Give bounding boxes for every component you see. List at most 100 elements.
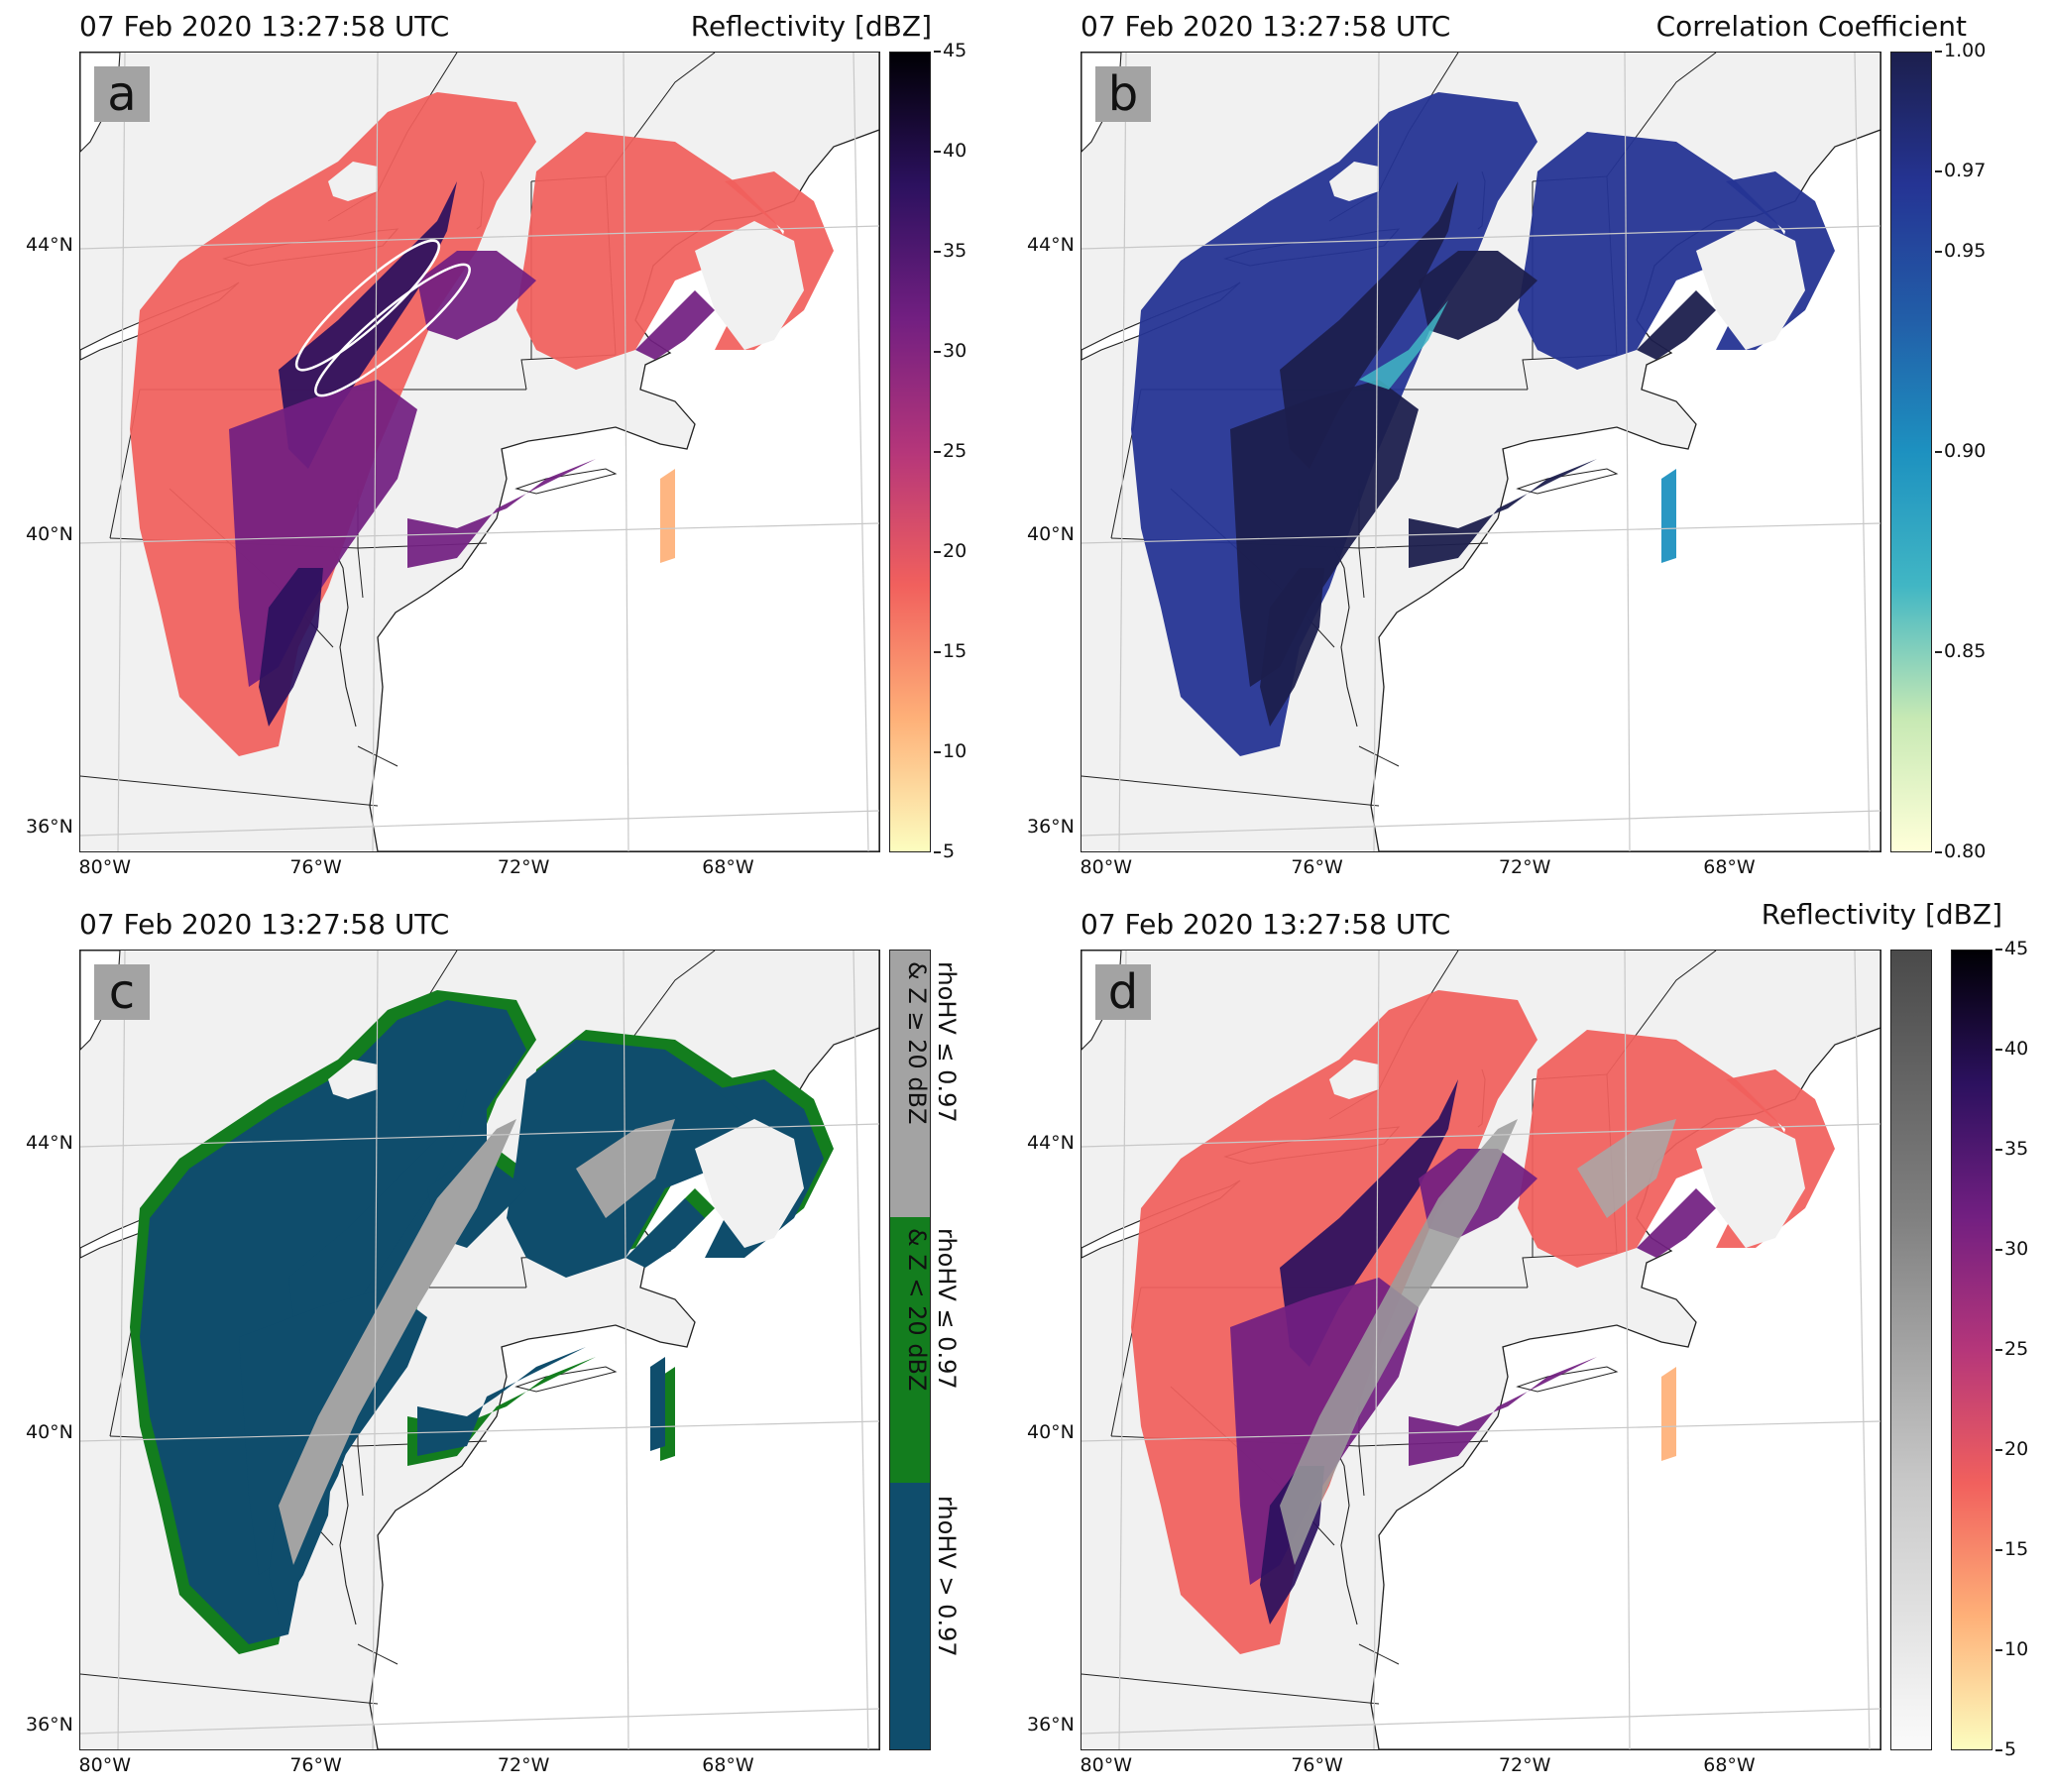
- colorbar-tick-label: 0.90: [1934, 440, 1987, 462]
- latitude-label: 36°N: [1027, 1714, 1075, 1736]
- category-label: rhoHV > 0.97: [933, 1495, 961, 1657]
- longitude-label: 80°W: [1080, 856, 1133, 878]
- longitude-gridline: [1854, 53, 1871, 851]
- latitude-label: 44°N: [26, 1131, 73, 1154]
- reflectivity-echo: [407, 459, 596, 568]
- state-border: [1358, 745, 1400, 767]
- state-border: [80, 1673, 379, 1705]
- category-low-rhohv-high-z: [576, 1119, 675, 1218]
- state-border: [80, 775, 379, 807]
- masked-low-rhohv: [1577, 1119, 1676, 1218]
- longitude-gridline: [623, 53, 629, 851]
- latitude-label: 36°N: [26, 816, 73, 839]
- colorbar-tick-label: 15: [1994, 1538, 2029, 1560]
- longitude-gridline: [853, 53, 869, 851]
- colorbar-tick-label: 20: [933, 540, 968, 562]
- latitude-gridline: [80, 1420, 879, 1442]
- colorbar-tick-label: 5: [1994, 1738, 2017, 1760]
- latitude-label: 44°N: [1027, 1131, 1075, 1154]
- latitude-gridline: [1081, 1420, 1880, 1442]
- correlation-echo: [1637, 290, 1716, 360]
- chesapeake-bay: [332, 547, 357, 728]
- low-correlation-band: [1359, 280, 1458, 390]
- reflectivity-echo: [259, 568, 323, 727]
- colorbar-tick-label: 35: [933, 240, 968, 262]
- chesapeake-bay: [1333, 547, 1358, 728]
- timestamp: 07 Feb 2020 13:27:58 UTC: [79, 908, 450, 941]
- radar-map-d[interactable]: d: [1081, 950, 1881, 1750]
- echo-gap: [1696, 221, 1805, 350]
- highlight-ellipse: [294, 239, 441, 372]
- longitude-gridline: [117, 53, 126, 851]
- radar-map-a[interactable]: a: [79, 52, 880, 852]
- colorbar-gray: [1890, 950, 1932, 1750]
- panel-title: Correlation Coefficient: [1655, 10, 1967, 43]
- longitude-gridline: [117, 951, 126, 1749]
- reflectivity-echo: [516, 132, 794, 370]
- latitude-label: 44°N: [1027, 233, 1075, 256]
- category-high-rhohv: [417, 1347, 586, 1456]
- reflectivity-echo: [417, 251, 536, 340]
- masked-low-rhohv: [1280, 1119, 1518, 1565]
- radar-map-b[interactable]: b: [1081, 52, 1881, 852]
- category-high-rhohv: [288, 1089, 467, 1357]
- longitude-gridline: [1118, 53, 1127, 851]
- longitude-label: 68°W: [702, 856, 754, 878]
- category-swatch: [890, 951, 930, 1217]
- reflectivity-echo: [660, 469, 675, 563]
- reflectivity-echo: [1637, 1188, 1716, 1258]
- colorbar-tick-label: 1.00: [1934, 40, 1987, 61]
- correlation-echo: [1419, 251, 1537, 340]
- reflectivity-echo: [1409, 1357, 1597, 1466]
- colorbar-tick-label: 45: [1994, 938, 2029, 959]
- longitude-label: 76°W: [1291, 1754, 1343, 1776]
- longitude-label: 80°W: [78, 856, 132, 878]
- panel-title: Reflectivity [dBZ]: [690, 10, 932, 43]
- timestamp: 07 Feb 2020 13:27:58 UTC: [1081, 908, 1451, 941]
- map-canvas: [1081, 53, 1880, 851]
- longitude-label: 72°W: [497, 1754, 550, 1776]
- latitude-gridline: [80, 522, 879, 544]
- longitude-gridline: [853, 951, 869, 1749]
- longitude-gridline: [1854, 951, 1871, 1749]
- correlation-echo: [1518, 132, 1795, 370]
- chesapeake-bay: [1333, 1445, 1358, 1625]
- longitude-gridline: [1624, 53, 1631, 851]
- echo-gap: [695, 1119, 804, 1248]
- panel-title: Reflectivity [dBZ]: [1761, 898, 2002, 931]
- colorbar-tick-label: 0.95: [1934, 240, 1987, 262]
- latitude-gridline: [80, 1123, 879, 1148]
- latitude-label: 44°N: [26, 233, 73, 256]
- latitude-gridline: [1081, 225, 1880, 250]
- colorbar-tick-label: 45: [933, 40, 968, 61]
- state-border: [1081, 1673, 1380, 1705]
- category-low-rhohv-high-z: [279, 1119, 516, 1565]
- radar-map-c[interactable]: c: [79, 950, 880, 1750]
- colorbar-tick-label: 35: [1994, 1138, 2029, 1160]
- latitude-label: 40°N: [1027, 523, 1075, 546]
- colorbar-correlation: [1890, 52, 1932, 852]
- longitude-gridline: [623, 951, 629, 1749]
- colorbar-tick-label: 0.80: [1934, 840, 1987, 862]
- longitude-label: 72°W: [497, 856, 550, 878]
- longitude-gridline: [1624, 951, 1631, 1749]
- colorbar-tick-label: 30: [933, 340, 968, 362]
- category-swatch: [890, 1216, 930, 1484]
- category-label: rhoHV ≤ 0.97: [933, 961, 961, 1123]
- colorbar-categories: [889, 950, 931, 1750]
- panel-letter: d: [1095, 964, 1151, 1020]
- colorbar-reflectivity: [1951, 950, 1992, 1750]
- category-label: & Z < 20 dBZ: [903, 1228, 931, 1392]
- correlation-echo: [1260, 568, 1324, 727]
- colorbar-tick-label: 40: [933, 140, 968, 162]
- longitude-label: 68°W: [1703, 1754, 1756, 1776]
- correlation-echo: [1661, 469, 1676, 563]
- map-canvas: [80, 53, 879, 851]
- state-border: [1358, 1643, 1400, 1665]
- timestamp: 07 Feb 2020 13:27:58 UTC: [79, 10, 450, 43]
- latitude-label: 36°N: [1027, 816, 1075, 839]
- longitude-label: 80°W: [78, 1754, 132, 1776]
- latitude-label: 36°N: [26, 1714, 73, 1736]
- colorbar-tick-label: 10: [1994, 1638, 2029, 1660]
- longitude-gridline: [372, 53, 379, 851]
